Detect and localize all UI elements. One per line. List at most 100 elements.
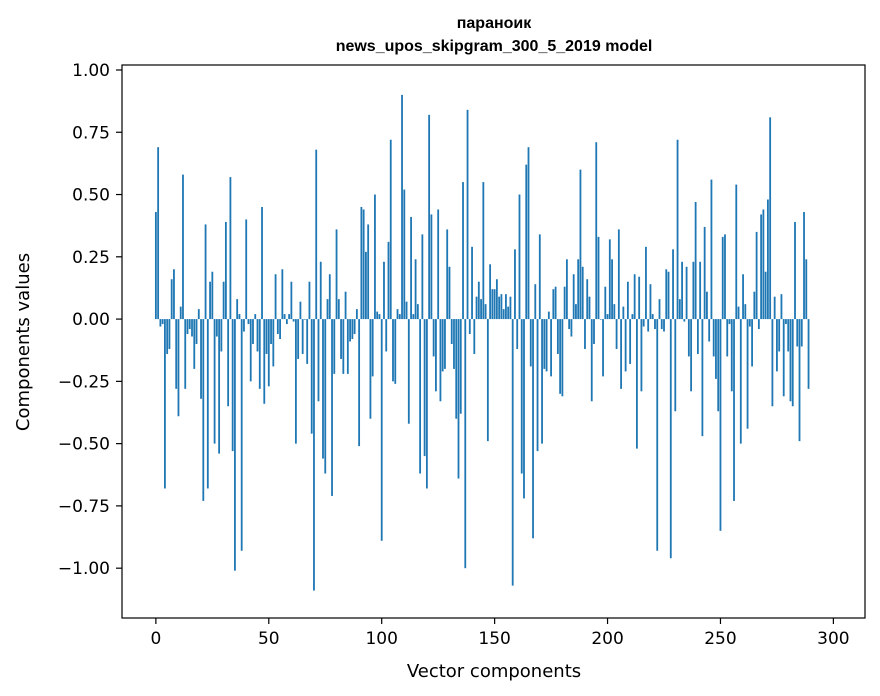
bar-219 [649, 284, 652, 320]
bar-64 [299, 301, 302, 320]
bar-264 [751, 319, 753, 367]
bar-85 [346, 319, 349, 374]
bar-17 [193, 319, 196, 369]
bar-253 [726, 319, 729, 357]
bar-37 [238, 314, 241, 320]
bar-series [154, 94, 810, 591]
bar-71 [315, 149, 318, 320]
bar-266 [755, 231, 758, 320]
bar-135 [459, 319, 462, 414]
bar-83 [342, 319, 345, 374]
bar-6 [168, 319, 171, 349]
bar-127 [441, 319, 444, 372]
bar-13 [184, 319, 187, 389]
bar-270 [764, 271, 767, 320]
bar-177 [554, 286, 557, 320]
y-tick-label: 0.25 [72, 248, 110, 268]
bar-149 [491, 289, 494, 320]
bar-218 [647, 319, 650, 332]
bar-51 [270, 319, 272, 344]
bar-238 [692, 261, 695, 320]
bar-201 [608, 239, 611, 320]
bar-14 [186, 319, 189, 335]
bar-289 [807, 319, 810, 389]
bar-131 [450, 319, 453, 344]
bar-151 [495, 279, 498, 320]
bar-57 [283, 314, 286, 320]
bar-286 [800, 319, 803, 347]
bar-153 [500, 294, 503, 320]
bar-66 [304, 319, 306, 320]
y-tick-label: −0.75 [58, 497, 110, 517]
bar-136 [462, 182, 464, 320]
bar-98 [376, 311, 379, 320]
bar-128 [444, 319, 446, 369]
bar-226 [665, 269, 668, 320]
bar-262 [746, 319, 749, 429]
bar-158 [511, 319, 514, 586]
bar-52 [272, 319, 275, 367]
bar-107 [396, 309, 399, 320]
bar-221 [654, 319, 656, 330]
bar-77 [328, 274, 331, 320]
bar-56 [281, 269, 284, 320]
x-tick-label: 300 [817, 629, 849, 649]
bar-139 [468, 319, 471, 335]
bar-261 [744, 304, 747, 320]
bar-114 [412, 314, 415, 320]
bar-191 [586, 279, 589, 320]
bar-155 [505, 294, 507, 320]
bar-23 [206, 319, 209, 489]
bar-228 [669, 319, 672, 559]
bar-154 [502, 309, 505, 320]
bar-116 [416, 304, 419, 320]
bar-60 [290, 281, 293, 320]
bar-43 [252, 319, 254, 344]
bar-236 [687, 319, 690, 357]
bar-31 [224, 221, 227, 320]
x-tick-label: 100 [365, 629, 397, 649]
bar-276 [778, 319, 781, 352]
bar-119 [423, 319, 426, 457]
bar-25 [211, 271, 214, 320]
bar-87 [351, 319, 354, 340]
bar-192 [588, 296, 591, 320]
bar-115 [414, 259, 417, 320]
bar-148 [489, 264, 492, 320]
bar-235 [685, 266, 688, 320]
bar-109 [401, 94, 403, 320]
bar-90 [358, 319, 361, 447]
bar-67 [306, 319, 309, 364]
bar-209 [626, 281, 629, 320]
bar-275 [776, 319, 778, 372]
bar-198 [602, 319, 604, 377]
bar-79 [333, 319, 336, 374]
bar-282 [791, 319, 794, 407]
bar-245 [708, 319, 711, 342]
bar-267 [757, 319, 760, 330]
bar-36 [236, 299, 239, 320]
bar-263 [748, 319, 751, 327]
bar-120 [425, 319, 428, 489]
bar-82 [340, 319, 342, 359]
bar-241 [699, 261, 702, 320]
bar-53 [274, 274, 277, 320]
bar-73 [319, 261, 322, 320]
bar-163 [523, 319, 525, 499]
bar-78 [331, 319, 333, 496]
bar-283 [794, 221, 796, 320]
x-tick-label: 200 [591, 629, 623, 649]
bar-48 [263, 319, 266, 404]
bar-217 [645, 246, 647, 320]
bar-146 [484, 304, 487, 320]
y-tick-label: 0.50 [72, 186, 110, 206]
y-tick-label: 0.00 [72, 310, 110, 330]
bar-187 [577, 259, 580, 320]
bar-183 [568, 319, 571, 330]
bar-111 [405, 301, 408, 320]
bar-69 [310, 319, 313, 434]
bar-174 [547, 311, 550, 320]
bar-99 [378, 314, 381, 320]
bar-80 [335, 229, 338, 320]
